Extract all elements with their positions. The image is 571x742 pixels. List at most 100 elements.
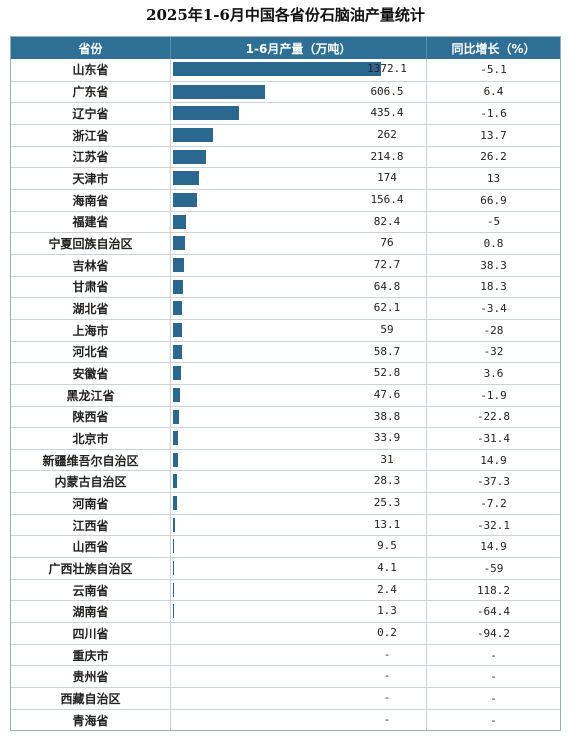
output-cell: 47.6 [171,384,427,406]
growth-cell: -22.8 [427,407,560,428]
table-row: 天津市 174 13 [11,167,560,189]
province-name: 山东省 [11,59,171,81]
output-value: 33.9 [373,431,401,445]
output-bar [173,279,183,294]
output-value: 156.4 [370,192,404,206]
growth-value: 14.9 [480,540,507,554]
growth-cell: -1.9 [427,385,560,406]
output-value: 2.4 [377,582,397,596]
growth-cell: 13 [427,168,560,189]
output-value: 58.7 [373,344,401,358]
output-cell: - [171,644,427,666]
growth-cell: 13.7 [427,125,560,146]
output-bar [173,192,197,207]
growth-value: - [490,670,497,684]
table-row: 福建省 82.4 -5 [11,210,560,233]
province-name: 新疆维吾尔自治区 [11,449,171,471]
growth-value: 6.4 [483,85,504,99]
output-cell: 33.9 [171,428,427,449]
province-name: 浙江省 [11,124,171,146]
output-value: 1.3 [377,604,397,618]
table-row: 河北省 58.7 -32 [11,340,560,363]
output-cell: 28.3 [171,471,427,493]
output-cell: 82.4 [171,211,427,233]
output-cell: 174 [171,168,427,189]
output-cell: 606.5 [171,81,427,103]
output-cell: 25.3 [171,493,427,514]
output-bar [173,474,178,489]
growth-cell: - [427,645,560,666]
table-row: 甘肃省 64.8 18.3 [11,275,560,298]
output-value: 52.8 [373,366,401,380]
table-row: 北京市 33.9 -31.4 [11,427,560,449]
growth-cell: -94.2 [427,623,560,644]
output-cell: 72.7 [171,254,427,276]
growth-value: -5.1 [480,63,507,77]
table-row: 黑龙江省 47.6 -1.9 [11,383,560,406]
growth-cell: 118.2 [427,580,560,601]
province-name: 吉林省 [11,254,171,276]
table-row: 贵州省 - - [11,665,560,688]
output-cell: - [171,666,427,688]
province-name: 湖北省 [11,298,171,319]
output-bar [173,431,179,446]
province-name: 内蒙古自治区 [11,471,171,493]
output-bar [173,301,183,316]
province-name: 天津市 [11,168,171,189]
output-bar [173,62,381,76]
growth-value: -28 [483,323,504,337]
growth-value: 14.9 [480,453,507,467]
output-cell: 38.8 [171,406,427,428]
output-value: 62.1 [373,301,401,315]
growth-cell: 14.9 [427,536,560,557]
growth-cell: - [427,710,560,731]
growth-cell: -5.1 [427,59,560,81]
province-name: 甘肃省 [11,276,171,298]
growth-cell: 26.2 [427,147,560,168]
growth-cell: -31.4 [427,428,560,449]
table-row: 上海市 59 -28 [11,318,560,341]
growth-cell: 38.3 [427,255,560,276]
growth-cell: -3.4 [427,298,560,319]
output-value: 72.7 [373,257,401,271]
header-growth: 同比增长（%） [451,41,536,56]
output-value: 1372.1 [367,62,407,75]
table-row: 四川省 0.2 -94.2 [11,622,560,644]
output-bar [173,84,265,99]
growth-value: -1.6 [480,107,507,121]
table-row: 陕西省 38.8 -22.8 [11,405,560,428]
output-value: - [383,712,391,726]
output-value: 606.5 [370,84,404,98]
output-cell: 52.8 [171,363,427,384]
province-name: 黑龙江省 [11,384,171,406]
output-bar [173,366,181,381]
province-name: 河南省 [11,493,171,514]
growth-value: -3.4 [480,302,507,316]
table-row: 重庆市 - - [11,643,560,666]
output-value: 47.6 [373,387,401,401]
growth-value: 0.8 [483,237,504,251]
output-value: 25.3 [373,496,401,510]
growth-value: - [490,648,497,662]
output-bar [173,539,175,554]
growth-value: 18.3 [480,280,507,294]
growth-cell: - [427,688,560,709]
output-bar [173,452,178,467]
table-row: 湖北省 62.1 -3.4 [11,297,560,319]
output-value: 13.1 [373,517,401,531]
growth-cell: 6.4 [427,82,560,103]
growth-value: - [490,691,497,705]
province-name: 四川省 [11,623,171,644]
growth-cell: -28 [427,320,560,341]
growth-value: 3.6 [483,367,504,381]
output-bar [173,257,184,272]
output-value: - [383,647,391,661]
output-value: 4.1 [377,561,397,575]
output-bar [173,149,206,164]
output-bar [173,214,186,229]
table-row: 西藏自治区 - - [11,687,560,709]
province-name: 湖南省 [11,601,171,623]
output-value: - [383,669,391,683]
growth-value: -37.3 [476,475,511,489]
growth-cell: 14.9 [427,450,560,471]
